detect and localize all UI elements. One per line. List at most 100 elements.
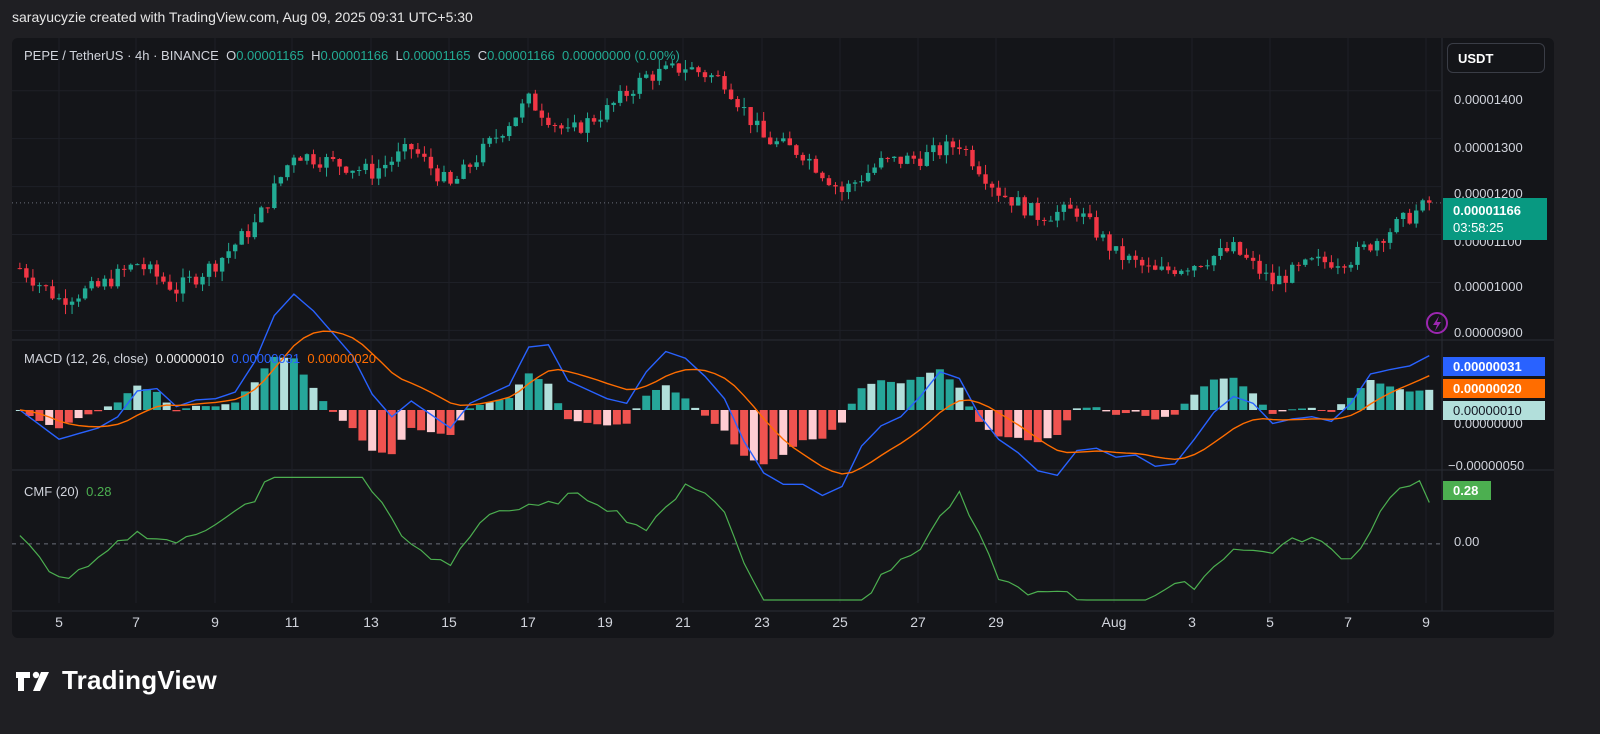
candle-body — [1290, 264, 1295, 283]
cmf-label[interactable]: CMF (20) — [24, 484, 79, 499]
candle-body — [637, 77, 642, 94]
macd-histogram-bar — [1102, 410, 1111, 412]
cmf-panel — [12, 476, 1442, 601]
candle-body — [1015, 197, 1021, 206]
time-axis-label: 25 — [832, 614, 848, 630]
macd-histogram-bar — [1298, 408, 1307, 410]
macd-signal-value: 0.00000020 — [307, 351, 377, 366]
candle-body — [95, 281, 101, 287]
candle-body — [304, 154, 310, 161]
candle-body — [232, 244, 238, 252]
macd-histogram-bar — [1307, 407, 1316, 410]
candle-body — [461, 164, 466, 179]
candle-body — [983, 174, 988, 184]
macd-panel — [15, 293, 1434, 497]
candle-body — [272, 183, 277, 209]
candle-body — [1146, 265, 1151, 267]
macd-histogram-bar — [1376, 383, 1385, 410]
candle-body — [533, 93, 538, 111]
candle-body — [631, 93, 636, 96]
candle-body — [670, 63, 675, 66]
macd-label[interactable]: MACD (12, 26, close) — [24, 351, 149, 366]
candle-body — [135, 264, 140, 266]
candle-body — [617, 90, 623, 103]
candle-body — [1074, 208, 1080, 217]
candle-body — [161, 276, 166, 282]
macd-histogram-bar — [192, 405, 201, 410]
macd-histogram-bar — [847, 403, 856, 410]
macd-histogram-bar — [730, 410, 739, 445]
candle-body — [761, 120, 766, 138]
macd-histogram-bar — [250, 382, 259, 410]
candle-body — [1068, 204, 1073, 209]
candle-body — [1179, 270, 1184, 274]
macd-histogram-bar — [1229, 377, 1238, 410]
candle-body — [1153, 265, 1158, 270]
time-axis-label: 23 — [754, 614, 770, 630]
candle-body — [1126, 255, 1132, 261]
candle-body — [559, 125, 564, 129]
candle-body — [265, 207, 270, 209]
macd-histogram-bar — [828, 410, 837, 430]
currency-button[interactable]: USDT — [1447, 43, 1545, 73]
candle-body — [396, 151, 401, 162]
macd-histogram-bar — [994, 410, 1003, 437]
macd-histogram-bar — [1317, 410, 1326, 411]
macd-histogram-bar — [524, 373, 533, 410]
chart-panel[interactable]: PEPE / TetherUS · 4h · BINANCE O0.000011… — [12, 38, 1554, 638]
candle-body — [63, 298, 68, 305]
macd-histogram-bar — [935, 369, 944, 410]
macd-histogram-bar — [945, 379, 954, 410]
candle-body — [892, 156, 897, 159]
chart-canvas[interactable] — [12, 38, 1554, 638]
open-label: O — [226, 48, 237, 63]
macd-histogram-bar — [975, 410, 984, 422]
candle-body — [1322, 256, 1328, 263]
candle-body — [885, 157, 890, 159]
time-axis-label: 7 — [132, 614, 140, 630]
macd-histogram-bar — [1180, 403, 1189, 410]
candle-body — [239, 231, 244, 245]
candle-body — [1374, 241, 1380, 251]
macd-histogram-bar — [407, 410, 416, 428]
candle-body — [226, 251, 231, 258]
time-axis-label: 11 — [284, 614, 300, 630]
candle-body — [1394, 218, 1399, 233]
candle-body — [285, 165, 290, 178]
time-axis-label: 7 — [1344, 614, 1352, 630]
tradingview-logo[interactable]: TradingView — [14, 665, 217, 696]
macd-histogram-bar — [348, 410, 357, 429]
candle-body — [1002, 195, 1008, 198]
candle-body — [1113, 246, 1119, 251]
cmf-value: 0.28 — [86, 484, 112, 499]
candle-body — [709, 75, 714, 78]
candle-body — [1303, 259, 1308, 265]
macd-histogram-bar — [652, 389, 661, 410]
macd-histogram-bar — [603, 410, 612, 426]
candle-body — [572, 122, 577, 128]
macd-histogram-bar — [1121, 410, 1130, 414]
candle-body — [350, 170, 355, 173]
candle-body — [1250, 257, 1256, 261]
macd-histogram-bar — [1288, 409, 1297, 411]
macd-histogram-bar — [1366, 380, 1375, 410]
candle-body — [1029, 203, 1034, 216]
candle-body — [1022, 197, 1027, 216]
candle-body — [1342, 266, 1347, 268]
macd-histogram-bar — [289, 358, 298, 410]
candle-body — [187, 276, 192, 278]
candle-body — [735, 99, 740, 108]
symbol-label[interactable]: PEPE / TetherUS · 4h · BINANCE — [24, 48, 219, 63]
macd-histogram-bar — [563, 410, 572, 420]
macd-histogram-bar — [338, 410, 347, 421]
candle-body — [820, 172, 825, 179]
macd-histogram-bar — [622, 410, 631, 424]
macd-histogram-bar — [466, 408, 475, 410]
macd-histogram-bar — [1356, 388, 1365, 410]
macd-histogram-bar — [329, 410, 338, 412]
candle-body — [82, 288, 88, 299]
candle-body — [1139, 259, 1145, 266]
candle-body — [1309, 258, 1314, 260]
macd-histogram-bar — [720, 410, 729, 431]
change-value: 0.00000000 (0.00%) — [562, 48, 680, 63]
